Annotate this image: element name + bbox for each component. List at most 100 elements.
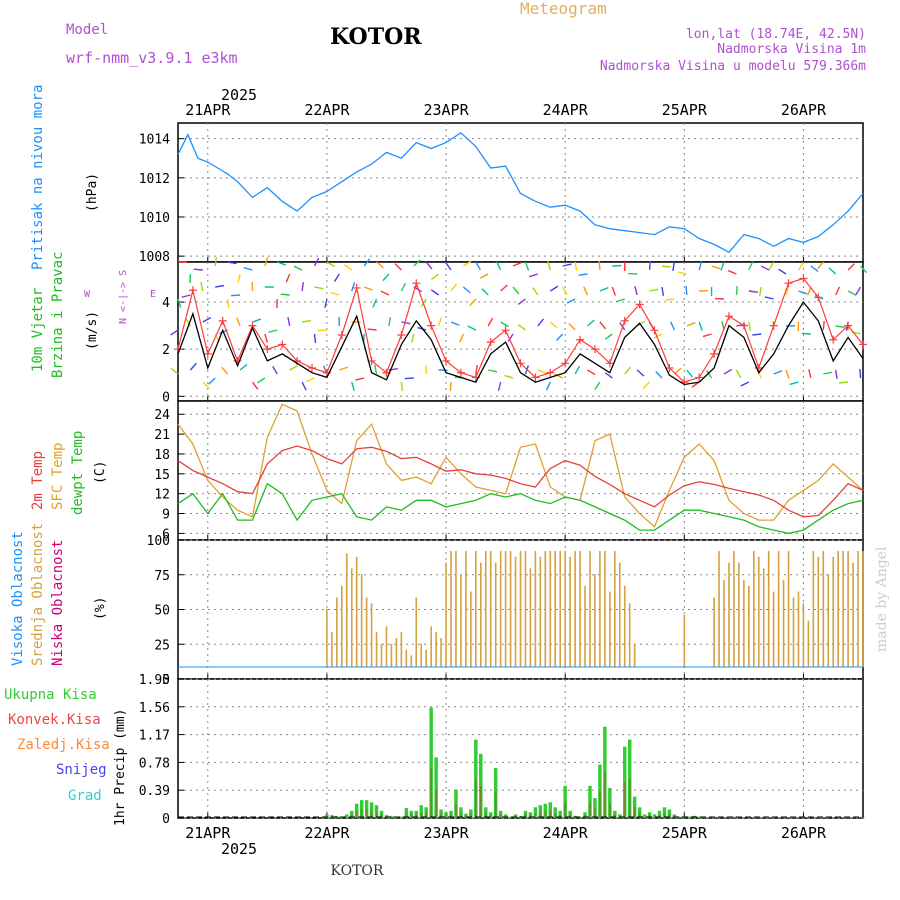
- gust-marker: [203, 349, 212, 358]
- precip-legend-hail: Grad: [68, 788, 102, 804]
- wind-arrow: [293, 265, 303, 271]
- temp2m-line: [177, 445, 864, 518]
- total-precip-bar: [459, 807, 463, 818]
- total-precip-bar: [533, 807, 538, 818]
- wind-arrow: [748, 321, 751, 331]
- wind-arrow: [400, 381, 404, 392]
- wind-arrow: [488, 369, 498, 373]
- wind-arrow: [437, 317, 443, 327]
- precip-legend-total: Ukupna Kisa: [4, 687, 97, 703]
- wind-arrow: [363, 286, 373, 291]
- wind-arrow: [634, 286, 638, 296]
- y-tick-label: 21: [154, 428, 170, 443]
- wind-arrow: [504, 374, 514, 379]
- wind-arrow: [185, 317, 192, 327]
- wind-arrow: [839, 381, 849, 384]
- wind-arrow: [189, 362, 197, 371]
- wind-arrow: [642, 381, 651, 389]
- gust-marker: [561, 359, 570, 368]
- gust-marker: [174, 345, 182, 354]
- gust-marker: [799, 274, 808, 283]
- wind-arrow: [524, 261, 530, 271]
- gust-marker: [814, 293, 823, 302]
- gust-marker: [501, 326, 510, 335]
- y-tick-label: 25: [154, 638, 170, 653]
- wind-arrow: [822, 320, 825, 331]
- gust-marker: [442, 356, 451, 365]
- total-precip-bar: [424, 807, 428, 818]
- wind-arrow: [450, 283, 458, 292]
- total-precip-bar: [642, 814, 647, 818]
- wind-arrow: [764, 296, 774, 300]
- gust-marker: [456, 368, 465, 377]
- total-precip-bar: [761, 817, 766, 818]
- lonlat-label: lon,lat (18.74E, 42.5N): [686, 27, 866, 42]
- gust-marker: [427, 321, 436, 330]
- conv-precip-bar: [668, 813, 671, 818]
- wind-arrow: [545, 381, 551, 391]
- precip-panel: 0 0.39 0.78 1.17 1.56 1.95: [139, 673, 865, 827]
- wind-arrow: [214, 256, 218, 267]
- wind-arrow: [475, 261, 481, 271]
- wind-arrow: [215, 284, 225, 288]
- wind-arrow: [355, 377, 365, 381]
- y-tick-label: 2: [162, 343, 170, 358]
- wind-arrow: [487, 317, 494, 327]
- wind-arrow: [808, 369, 812, 379]
- model-elevation-label: Nadmorska Visina u modelu 579.366m: [600, 59, 866, 74]
- model-label: Model: [66, 22, 108, 38]
- wind-arrow: [231, 294, 241, 297]
- wind-arrow: [748, 261, 754, 271]
- total-precip-bar: [583, 812, 587, 818]
- wind-arrow: [686, 322, 696, 327]
- wind-compass-e: E: [150, 289, 156, 300]
- wind-arrow: [789, 381, 799, 386]
- y-tick-label: 1.95: [139, 673, 170, 688]
- wind-arrow: [469, 298, 477, 307]
- total-precip-bar: [513, 814, 518, 818]
- bottom-day-label: 21APR: [185, 824, 231, 842]
- total-precip-bar: [841, 817, 845, 818]
- conv-precip-bar: [569, 814, 571, 818]
- conv-precip-bar: [470, 813, 472, 818]
- top-day-label: 26APR: [781, 101, 827, 119]
- total-precip-bar: [781, 817, 786, 818]
- wind-arrow: [648, 260, 652, 271]
- wind-arrow: [711, 265, 721, 270]
- gust-marker: [352, 283, 361, 292]
- gust-marker: [590, 345, 599, 354]
- wind-arrow: [193, 268, 203, 271]
- total-precip-bar: [528, 812, 533, 818]
- wind-arrow: [702, 333, 712, 338]
- wind-arrow: [549, 321, 558, 329]
- wind-arrow: [313, 333, 317, 344]
- conv-precip-bar: [380, 814, 383, 818]
- wind-arrow: [500, 321, 509, 328]
- wind-arrow: [264, 333, 269, 343]
- wind-arrow: [243, 266, 253, 271]
- wind-arrow: [604, 333, 613, 340]
- conv-precip-bar: [355, 810, 358, 818]
- wind-ylabel-2: Brzina i Pravac: [50, 252, 66, 378]
- wind-arrow: [727, 269, 737, 275]
- temperature-panel: 6 9 12 15 18 21 24: [154, 400, 864, 542]
- wind-arrow: [823, 371, 833, 375]
- conv-precip-bar: [485, 813, 487, 818]
- wind-arrow: [324, 298, 328, 308]
- total-precip-bar: [345, 814, 349, 818]
- wind-arrow: [313, 257, 320, 267]
- wind-arrow: [268, 329, 278, 333]
- total-precip-bar: [752, 817, 756, 818]
- total-precip-bar: [484, 807, 488, 818]
- total-precip-bar: [553, 807, 557, 818]
- cloud-ylabel-high: Visoka Oblacnost: [10, 531, 26, 666]
- wind-arrow: [785, 369, 790, 379]
- top-year-label: 2025: [221, 86, 257, 104]
- wind-arrow: [301, 281, 305, 292]
- wind-arrow: [720, 261, 725, 271]
- wind-arrow: [810, 265, 819, 273]
- wind-arrow: [507, 333, 514, 342]
- elevation-label: Nadmorska Visina 1m: [717, 42, 866, 57]
- conv-precip-bar: [624, 782, 626, 818]
- wind-arrow: [835, 286, 841, 296]
